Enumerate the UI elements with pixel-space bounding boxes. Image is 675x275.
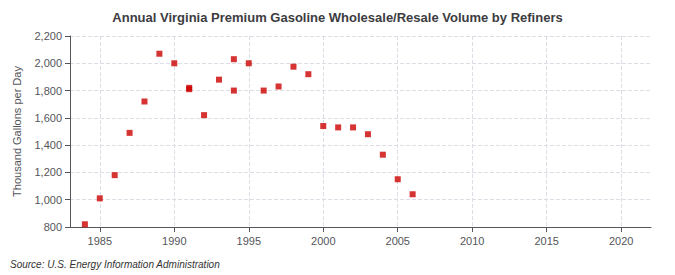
svg-text:Thousand Gallons per Day: Thousand Gallons per Day [11, 66, 23, 197]
svg-text:1,200: 1,200 [34, 166, 62, 178]
svg-text:2000: 2000 [311, 235, 335, 247]
svg-text:1995: 1995 [237, 235, 261, 247]
svg-text:1990: 1990 [162, 235, 186, 247]
svg-text:2010: 2010 [460, 235, 484, 247]
svg-text:1,400: 1,400 [34, 139, 62, 151]
svg-text:Annual Virginia Premium Gasoli: Annual Virginia Premium Gasoline Wholesa… [112, 10, 562, 25]
svg-text:800: 800 [44, 221, 62, 233]
svg-text:1,000: 1,000 [34, 194, 62, 206]
svg-text:1,800: 1,800 [34, 85, 62, 97]
svg-text:2015: 2015 [534, 235, 558, 247]
svg-text:1,600: 1,600 [34, 112, 62, 124]
svg-text:1985: 1985 [88, 235, 112, 247]
svg-text:2020: 2020 [609, 235, 633, 247]
svg-text:2,200: 2,200 [34, 30, 62, 42]
svg-text:2,000: 2,000 [34, 57, 62, 69]
svg-text:2005: 2005 [386, 235, 410, 247]
svg-text:Source: U.S. Energy Informatio: Source: U.S. Energy Information Administ… [10, 259, 220, 270]
